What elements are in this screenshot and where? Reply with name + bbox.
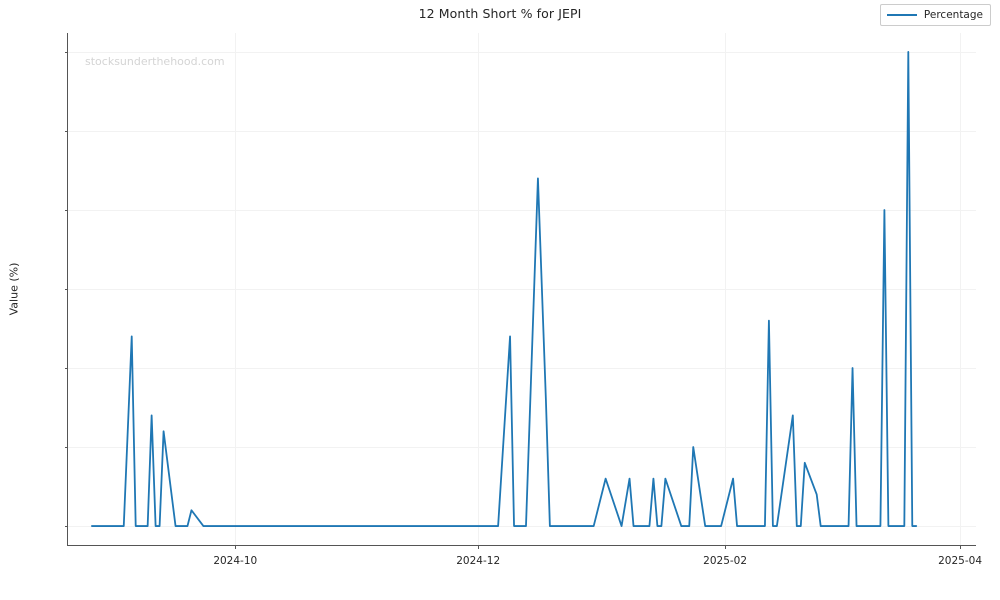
- x-tick-mark: [235, 545, 237, 549]
- y-tick-mark: [64, 368, 68, 369]
- legend-line-swatch: [886, 14, 917, 16]
- y-tick-mark: [64, 51, 68, 53]
- y-tick-mark: [64, 209, 68, 211]
- legend-entry-label: Percentage: [923, 9, 983, 21]
- plot-area: Value (%) stocksunderthehood.com 0.000.0…: [8, 33, 982, 567]
- x-tick-label: 2025-02: [703, 555, 748, 567]
- series-line-percentage: [90, 51, 918, 527]
- chart-legend: Percentage: [879, 4, 991, 26]
- x-tick-mark: [960, 545, 962, 549]
- x-gridline: [478, 33, 480, 545]
- x-tick-mark: [725, 545, 727, 549]
- y-tick-mark: [64, 447, 68, 449]
- y-tick-mark: [64, 289, 68, 290]
- series-plot: [90, 51, 918, 527]
- x-tick-mark: [478, 545, 480, 549]
- x-gridline: [725, 33, 727, 545]
- y-gridline: [68, 130, 976, 132]
- y-gridline: [68, 51, 976, 53]
- x-gridline: [960, 33, 962, 545]
- x-tick-label: 2024-12: [456, 555, 501, 567]
- y-gridline: [68, 209, 976, 211]
- y-axis-label: Value (%): [7, 262, 21, 316]
- watermark: stocksunderthehood.com: [85, 55, 225, 68]
- y-tick-mark: [64, 130, 68, 132]
- y-tick-mark: [64, 526, 68, 528]
- chart-title: 12 Month Short % for JEPI: [418, 6, 582, 21]
- x-gridline: [235, 33, 237, 545]
- x-tick-label: 2025-04: [938, 555, 982, 567]
- y-gridline: [68, 289, 976, 290]
- y-gridline: [68, 447, 976, 449]
- x-tick-label: 2024-10: [213, 555, 258, 567]
- y-gridline: [68, 368, 976, 369]
